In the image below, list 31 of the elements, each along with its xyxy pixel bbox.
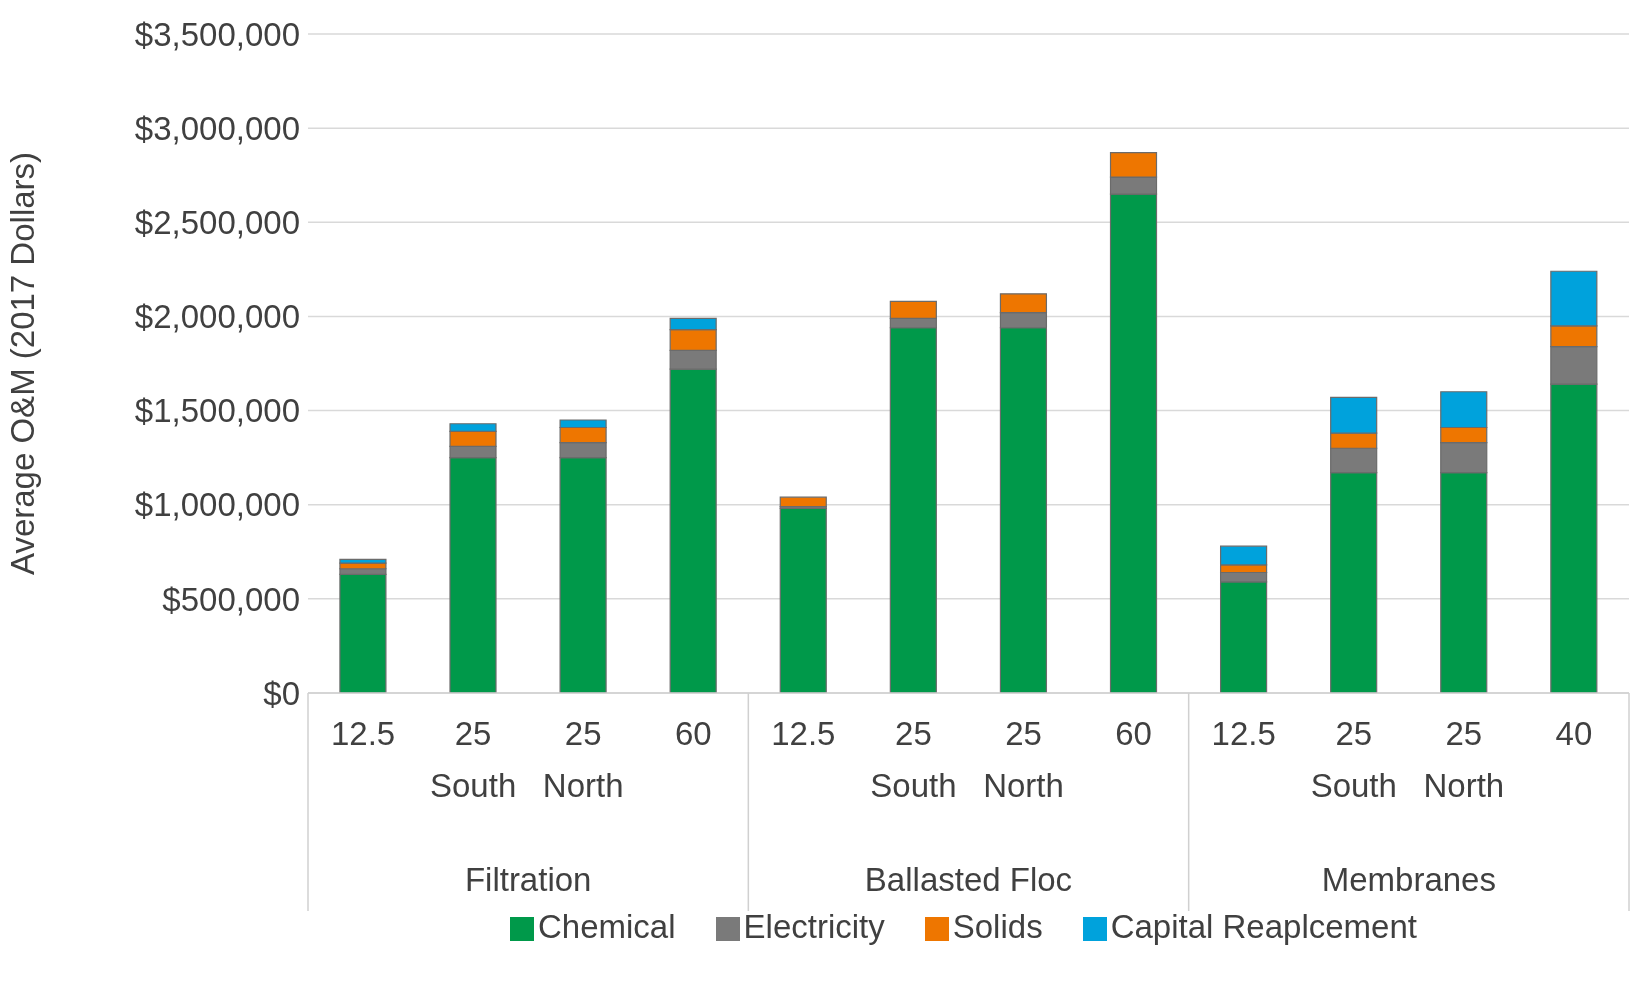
x-tick-label: 12.5 (1211, 715, 1276, 752)
y-tick-label: $500,000 (162, 580, 300, 618)
y-tick-label: $2,500,000 (134, 204, 300, 241)
bar (339, 573, 387, 693)
bar (779, 496, 827, 508)
x-tick-label: 25 South (1310, 715, 1397, 804)
x-tick-label: 40 (1555, 715, 1593, 752)
legend-label: Chemical (538, 908, 676, 945)
legend-label: Electricity (743, 908, 885, 945)
x-tick-label: 25 North (1423, 715, 1505, 804)
x-tick-label: 12.5 (330, 715, 396, 752)
x-tick-label: 60 (1115, 715, 1152, 752)
x-tick-label: 25 North (542, 715, 624, 804)
y-tick-label: $3,500,000 (134, 15, 300, 53)
x-tick-label: 60 (674, 715, 712, 752)
text: Ballasted Floc (864, 861, 1073, 898)
y-tick-label: $0 (263, 674, 300, 712)
y-tick-label: $3,000,000 (134, 109, 300, 147)
bar (779, 507, 827, 693)
y-tick-label: $1,500,000 (134, 392, 300, 430)
legend-label: Capital Reaplcement (1110, 908, 1417, 945)
legend-label: Solids (952, 908, 1043, 945)
x-tick-label: 25 South (430, 715, 517, 804)
y-tick-label: $2,000,000 (134, 298, 300, 336)
text: Filtration (464, 861, 592, 898)
text: Membranes (1321, 861, 1496, 898)
y-tick-label: $1,000,000 (134, 486, 300, 524)
x-tick-label: 25 South (870, 715, 957, 804)
x-tick-label: 12.5 (771, 715, 836, 752)
x-tick-label: 25 North (983, 715, 1064, 804)
y-axis-title: Average O&M (2017 Dollars) (3, 151, 41, 576)
